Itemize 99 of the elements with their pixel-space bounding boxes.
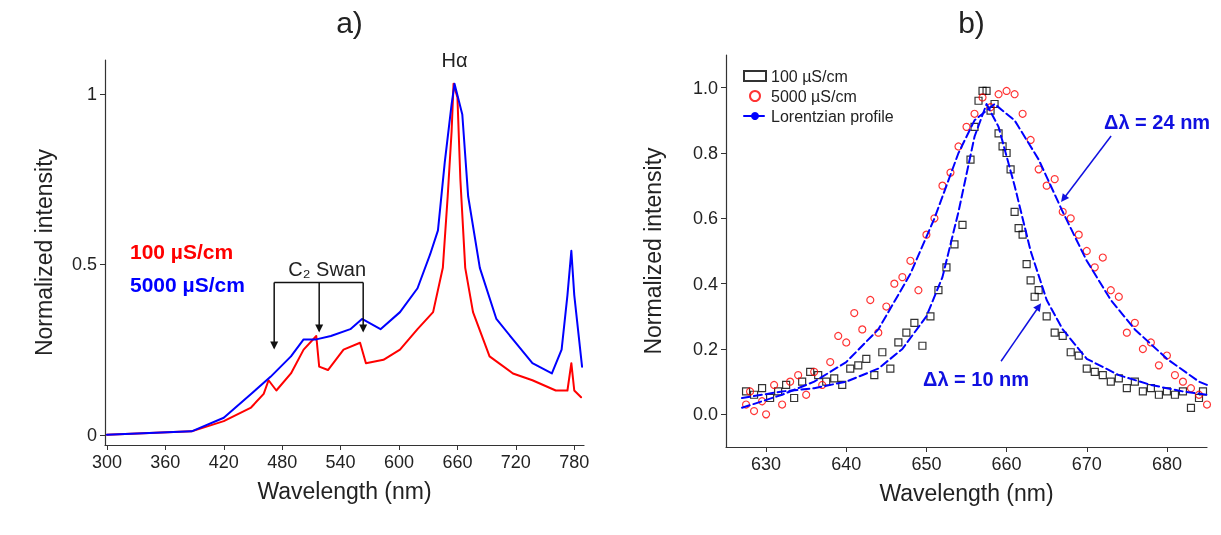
y-tick-label: 0.8 <box>692 143 718 163</box>
y-axis-title: Normalized intensity <box>30 148 57 357</box>
x-tick-label: 540 <box>325 452 356 472</box>
point <box>818 380 827 390</box>
x-tick-label: 670 <box>1071 454 1102 474</box>
point <box>1042 181 1051 190</box>
point <box>898 273 907 282</box>
point <box>761 410 771 419</box>
y-axis-title: Normalized intensity <box>639 146 666 355</box>
point <box>745 387 755 396</box>
line-series <box>105 82 583 436</box>
point <box>914 286 923 295</box>
point <box>962 122 971 131</box>
x-tick-label: 660 <box>991 454 1022 474</box>
point <box>1186 384 1196 393</box>
y-tick-label: 0.6 <box>692 208 718 229</box>
text: 100 µS/cm <box>130 239 234 263</box>
x-tick-label: 720 <box>500 452 531 472</box>
annotation: C₂ Swan <box>288 257 367 280</box>
point <box>906 256 915 265</box>
x-tick-label: 360 <box>150 452 181 472</box>
point <box>1170 371 1180 380</box>
point <box>1194 390 1204 399</box>
point <box>1178 377 1188 386</box>
annotation: Δλ = 10 nm <box>923 368 1030 391</box>
point <box>741 400 751 409</box>
annotation: Δλ = 24 nm <box>1104 111 1211 133</box>
point <box>842 338 851 347</box>
legend-label: 5000 µS/cm <box>771 87 857 105</box>
y-tick-label: 0.4 <box>692 273 718 294</box>
point <box>1130 318 1139 327</box>
point <box>970 109 979 118</box>
point <box>794 371 803 380</box>
text: 5000 µS/cm <box>130 272 245 296</box>
point <box>1090 263 1099 272</box>
y-tick-label: 0.5 <box>71 254 97 275</box>
point <box>882 302 891 311</box>
point <box>938 181 947 190</box>
point <box>778 400 787 409</box>
point <box>770 380 779 390</box>
point <box>1114 292 1123 301</box>
y-tick-label: 1 <box>86 84 97 105</box>
x-axis-title: Wavelength (nm) <box>879 479 1054 506</box>
chart-title: a) <box>336 5 363 39</box>
point <box>834 331 843 341</box>
point <box>1122 328 1131 337</box>
point <box>994 90 1003 99</box>
point <box>1154 361 1163 370</box>
point <box>1066 214 1075 223</box>
point <box>930 214 939 223</box>
y-tick-label: 0.2 <box>692 339 718 359</box>
point <box>810 367 819 376</box>
point <box>978 93 987 102</box>
point <box>866 295 875 305</box>
point <box>858 325 867 334</box>
x-tick-label: 680 <box>1151 454 1182 474</box>
point <box>1026 135 1035 145</box>
x-tick-label: 630 <box>751 454 782 474</box>
point <box>1074 230 1083 239</box>
point <box>1138 344 1147 354</box>
point <box>749 406 759 416</box>
x-tick-label: 600 <box>384 452 415 472</box>
annotation: Hα <box>441 48 468 71</box>
point <box>1162 351 1172 360</box>
point <box>802 390 811 399</box>
point <box>786 377 795 386</box>
point <box>1098 253 1107 262</box>
point <box>1034 165 1043 174</box>
point <box>1082 246 1091 256</box>
point <box>1002 86 1011 96</box>
legend-label: 100 µS/cm <box>771 67 848 85</box>
point <box>1106 286 1115 295</box>
point <box>1146 338 1155 347</box>
point <box>890 279 899 288</box>
point <box>1018 109 1027 118</box>
legend-label: Lorentzian profile <box>771 107 894 125</box>
point <box>1058 207 1067 216</box>
y-tick-label: 1.0 <box>692 77 718 98</box>
point <box>874 328 883 337</box>
x-tick-label: 480 <box>267 452 298 472</box>
point <box>1010 90 1019 99</box>
point <box>954 142 963 151</box>
x-axis-title: Wavelength (nm) <box>257 477 432 504</box>
x-tick-label: 650 <box>911 454 942 474</box>
x-tick-label: 420 <box>208 452 239 472</box>
y-tick-label: 0 <box>86 424 97 445</box>
y-tick-label: 0.0 <box>692 404 718 425</box>
x-tick-label: 780 <box>559 452 590 472</box>
point <box>826 357 835 367</box>
point <box>1050 175 1059 184</box>
x-tick-label: 640 <box>831 454 862 474</box>
x-tick-label: 660 <box>442 452 473 472</box>
x-tick-label: 300 <box>91 452 122 472</box>
point <box>922 230 931 239</box>
point <box>757 397 767 406</box>
point <box>946 168 955 177</box>
point <box>850 308 859 318</box>
chart-title: b) <box>958 5 985 39</box>
point <box>1202 400 1212 409</box>
